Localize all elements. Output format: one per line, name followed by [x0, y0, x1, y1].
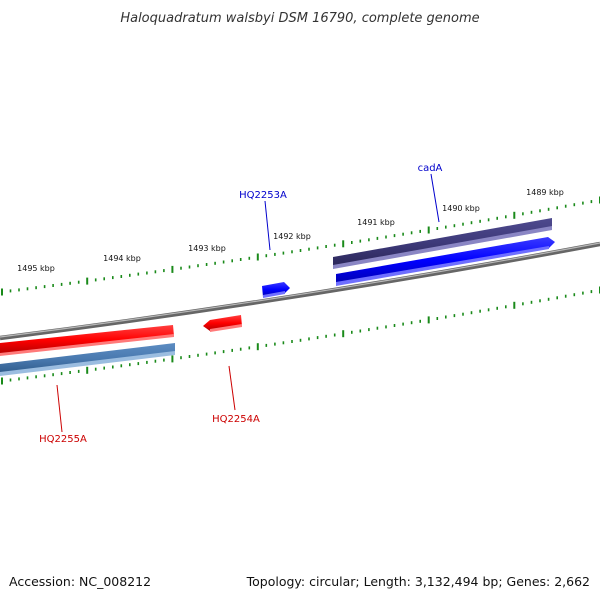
leader-line-hq2255a — [56, 384, 63, 433]
gene-label-hq2253a[interactable]: HQ2253A — [239, 190, 287, 201]
accession-text: Accession: NC_008212 — [9, 574, 151, 589]
gene-label-hq2255a[interactable]: HQ2255A — [39, 434, 87, 445]
tick-label-1492-kbp: 1492 kbp — [273, 232, 311, 241]
tick-label-1494-kbp: 1494 kbp — [103, 254, 141, 263]
gene-feature-cada-cds[interactable] — [333, 218, 552, 269]
gene-feature-hq2255a-cds[interactable] — [0, 343, 175, 376]
genome-backbone — [0, 241, 600, 341]
map-title: Haloquadratum walsbyi DSM 16790, complet… — [120, 11, 479, 26]
tick-label-1490-kbp: 1490 kbp — [442, 204, 480, 213]
gene-feature-hq2253a[interactable] — [262, 282, 290, 298]
lower-tick-ring — [1, 286, 600, 385]
gene-feature-hq2255a[interactable] — [0, 325, 174, 356]
genome-backbone-highlight — [0, 242, 600, 338]
tick-label-1493-kbp: 1493 kbp — [188, 244, 226, 253]
leader-line-hq2254a — [228, 365, 236, 411]
gene-label-hq2254a[interactable]: HQ2254A — [212, 414, 260, 425]
gene-feature-hq2254a[interactable] — [203, 315, 242, 332]
leader-line-cada — [430, 173, 440, 223]
tick-label-1491-kbp: 1491 kbp — [357, 218, 395, 227]
gene-label-cada[interactable]: cadA — [418, 163, 443, 174]
leader-line-hq2253a — [264, 200, 271, 251]
topology-text: Topology: circular; Length: 3,132,494 bp… — [246, 574, 590, 589]
tick-label-1495-kbp: 1495 kbp — [17, 264, 55, 273]
tick-label-1489-kbp: 1489 kbp — [526, 188, 564, 197]
upper-tick-ring — [1, 196, 600, 296]
gene-feature-cada[interactable] — [336, 237, 555, 286]
